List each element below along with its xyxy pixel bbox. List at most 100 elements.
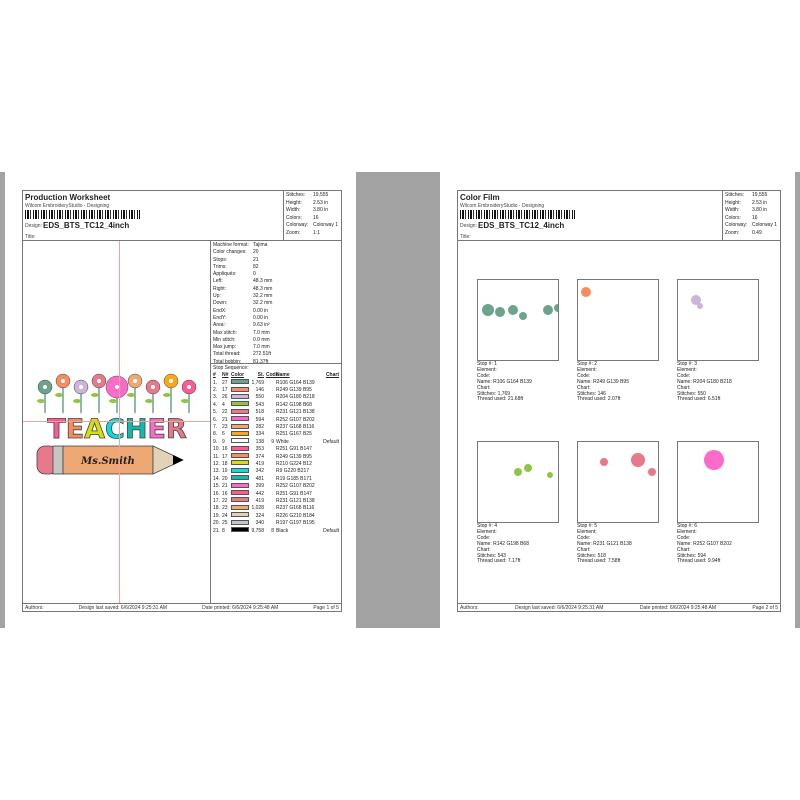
last-saved: Design last saved: 6/6/2024 9:25:31 AM: [78, 605, 168, 611]
color-cell: [231, 527, 251, 534]
stop-number: 12.: [213, 460, 220, 467]
stop-sequence: Stop Sequence: # N# Color St. Code Name Chart …: [211, 363, 341, 535]
color-cell: [231, 482, 251, 490]
info-row: EndX: 0.00 in: [213, 308, 339, 315]
colors-value: 16: [752, 214, 758, 221]
info-row: Color changes: 20: [213, 249, 339, 256]
color-film-grid: Stop #: 1 Element: Code: Name: R106 G164 B1…: [458, 241, 780, 603]
app-name: Wilcom EmbroideryStudio - Designing: [460, 203, 545, 209]
color-swatch: [231, 460, 249, 466]
needle-number: 16: [222, 446, 228, 453]
needle-number: 21: [222, 416, 228, 423]
letter: A: [84, 414, 105, 445]
barcode: [25, 210, 140, 219]
stop-row: 5. 22 518 R231 G121 B138: [213, 408, 339, 416]
color-name: R204 G180 B218: [276, 394, 315, 401]
stop-row: 14. 20 481 R19 G185 B171: [213, 475, 339, 482]
color-swatch: [231, 475, 249, 481]
info-label: Total bobbin:: [213, 358, 242, 365]
needle-number: 9: [222, 438, 225, 445]
page-title: Color Film: [460, 193, 500, 202]
card-element: Element:: [577, 528, 597, 535]
label: Stitches:: [725, 192, 745, 198]
card-stitches: Stitches: 1,769: [477, 390, 511, 397]
color-film-card: Stop #: 2 Element: Code: Name: R249 G139 B9…: [577, 279, 659, 403]
info-value: 48.3 mm: [253, 285, 273, 292]
title-label: Title:: [460, 234, 471, 240]
color-name: R237 G168 B116: [276, 424, 315, 431]
card-thread: Thread used: 9.94ft: [677, 558, 721, 565]
card-thread: Thread used: 7.58ft: [577, 558, 621, 565]
needle-number: 24: [222, 512, 228, 519]
color-film-card: Stop #: 6 Element: Code: Name: R252 G107 B2…: [677, 441, 759, 565]
info-value: Tajima: [253, 242, 268, 248]
letter: C: [105, 414, 125, 445]
info-value: 82: [253, 263, 259, 270]
info-value: 20: [253, 249, 259, 256]
date-printed: Date printed: 6/6/2024 9:25:48 AM: [639, 605, 717, 611]
info-value: 0: [253, 271, 256, 278]
color-name: R210 G224 B12: [276, 460, 312, 467]
info-value: 7.0 mm: [253, 329, 270, 336]
stop-row: 10. 16 353 R251 G91 B147: [213, 445, 339, 453]
stop-number: 4.: [213, 401, 218, 408]
card-chart: Chart:: [577, 546, 591, 553]
info-label: Trims:: [213, 263, 227, 270]
color-swatch: [231, 482, 249, 488]
stop-row: 16. 16 442 R251 G91 B147: [213, 490, 339, 497]
info-label: Max stitch:: [213, 329, 237, 336]
info-label: Machine format:: [213, 242, 249, 248]
card-element: Element:: [577, 366, 597, 373]
color-cell: [231, 401, 251, 408]
card-chart: Chart:: [477, 546, 491, 553]
barcode: [460, 210, 575, 219]
card-name: Name: R204 G180 B218: [677, 378, 732, 385]
card-code: Code:: [477, 372, 491, 379]
teacher-word: TEACHER: [47, 414, 187, 445]
card-thread: Thread used: 2.07ft: [577, 396, 621, 403]
page-production-worksheet: Production Worksheet Wilcom EmbroiderySt…: [5, 172, 356, 628]
needle-number: 26: [222, 394, 228, 401]
stop-row: 15. 21 399 R252 G107 B202: [213, 482, 339, 489]
stitch-count: 324: [255, 512, 264, 519]
needle-number: 22: [222, 409, 228, 416]
color-cell: [231, 423, 251, 431]
card-chart: Chart:: [577, 384, 591, 391]
card-code: Code:: [477, 534, 491, 541]
letter: H: [125, 414, 148, 445]
color-swatch: [231, 467, 249, 473]
info-row: Total bobbin: 81.37ft: [213, 359, 339, 366]
stats-panel: Stitches: 19,555 Height: 2.53 in Width: 3.8…: [283, 191, 341, 241]
info-value: 7.0 mm: [253, 344, 270, 351]
needle-number: 18: [222, 460, 228, 467]
color-swatch: [231, 497, 249, 503]
color-name: R231 G121 B138: [276, 497, 315, 504]
color-cell: [231, 438, 251, 445]
info-label: Stops:: [213, 256, 228, 263]
info-row: Max stitch: 7.0 mm: [213, 330, 339, 337]
stop-number: 14.: [213, 475, 220, 482]
needle-number: 16: [222, 490, 228, 497]
needle-number: 27: [222, 379, 228, 386]
color-cell: [231, 393, 251, 401]
design-preview: TEACHER Ms.Smith: [23, 241, 211, 603]
label: Zoom:: [725, 229, 740, 236]
date-printed: Date printed: 6/6/2024 9:25:48 AM: [202, 605, 279, 611]
color-swatch: [231, 438, 249, 444]
title-label: Title:: [25, 234, 36, 240]
stop-number: 17.: [213, 497, 220, 504]
stop-number: 8.: [213, 431, 218, 438]
card-element: Element:: [477, 366, 497, 373]
card-stitches: Stitches: 550: [677, 390, 706, 397]
stop-row: 8. 6 334 R251 G167 B25: [213, 430, 339, 438]
info-row: Area: 9.63 in²: [213, 322, 339, 329]
color-name: R19 G185 B171: [276, 475, 312, 482]
card-chart: Chart:: [477, 384, 491, 391]
color-cell: [231, 490, 251, 497]
color-name: R197 G197 B195: [276, 520, 315, 527]
app-name: Wilcom EmbroideryStudio - Designing: [25, 203, 110, 209]
height-value: 2.53 in: [752, 199, 768, 206]
card-stitches: Stitches: 543: [477, 552, 506, 559]
card-stop: Stop #: 2: [577, 361, 598, 367]
letter: T: [47, 414, 66, 445]
